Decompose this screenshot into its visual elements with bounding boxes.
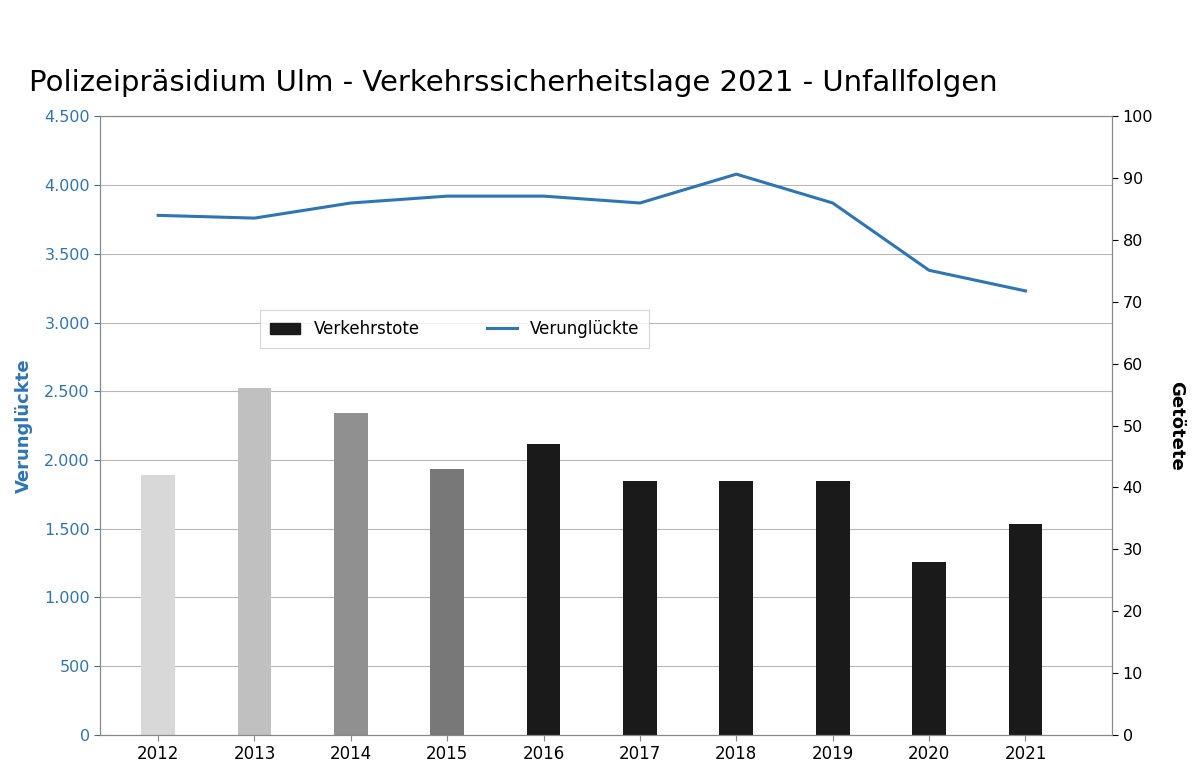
Bar: [142, 475, 175, 734]
Bar: [334, 413, 367, 734]
Bar: [912, 562, 946, 734]
Text: Polizeipräsidium Ulm - Verkehrssicherheitslage 2021 - Unfallfolgen: Polizeipräsidium Ulm - Verkehrssicherhei…: [30, 69, 998, 97]
Bar: [238, 388, 271, 734]
Bar: [431, 469, 464, 734]
Bar: [1008, 524, 1043, 734]
Bar: [720, 481, 754, 734]
Y-axis label: Getötete: Getötete: [1166, 380, 1186, 471]
Bar: [816, 481, 850, 734]
Legend: Verkehrstote, Verunglückte: Verkehrstote, Verunglückte: [260, 310, 649, 349]
Bar: [527, 444, 560, 734]
Y-axis label: Verunglückte: Verunglückte: [14, 358, 32, 492]
Bar: [623, 481, 656, 734]
